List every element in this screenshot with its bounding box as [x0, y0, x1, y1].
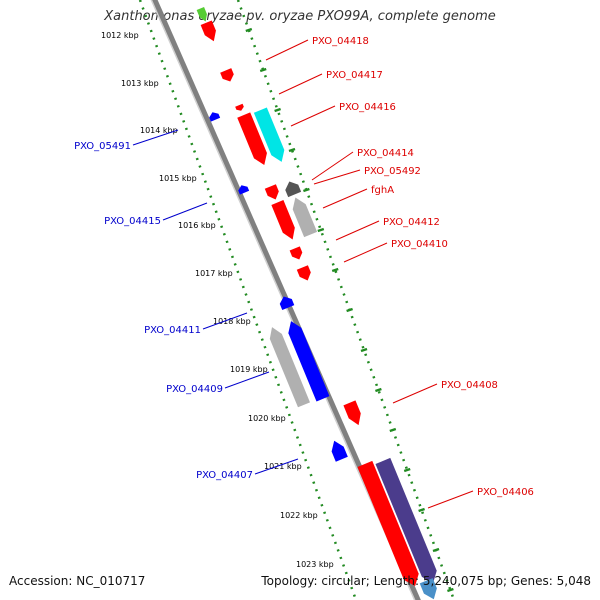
- major-tick: [375, 387, 382, 393]
- gene-label-reverse: PXO_04415: [104, 216, 161, 227]
- gene-arrow: [343, 400, 361, 426]
- kbp-label: 1013 kbp: [121, 79, 159, 88]
- gene-label-reverse: PXO_04409: [166, 384, 223, 395]
- gene-label-forward: PXO_04414: [357, 148, 414, 159]
- kbp-label: 1017 kbp: [195, 269, 233, 278]
- leader-line: [162, 202, 208, 221]
- major-tick: [447, 587, 454, 593]
- gene-arrow: [235, 103, 244, 111]
- gene-arrow: [296, 265, 311, 281]
- accession-text: Accession: NC_010717: [9, 574, 146, 588]
- major-tick: [245, 27, 253, 33]
- major-tick: [403, 467, 411, 473]
- gene-label-reverse: PXO_04411: [144, 325, 201, 336]
- label-layer: PXO_04418 PXO_04417 PXO_04416 PXO_04414 PXO_…: [74, 36, 534, 509]
- leader-line: [224, 371, 270, 389]
- kbp-label: 1014 kbp: [140, 126, 178, 135]
- gene-arrow: [279, 296, 295, 311]
- gene-label-forward: PXO_04417: [326, 70, 383, 81]
- gene-arrow: [196, 7, 207, 22]
- major-tick: [389, 427, 397, 433]
- gene-arrow: [269, 327, 311, 408]
- major-tick: [288, 147, 296, 153]
- kbp-label: 1020 kbp: [248, 414, 286, 423]
- leader-line: [343, 242, 388, 263]
- major-tick: [259, 67, 267, 73]
- leader-line: [427, 490, 474, 509]
- gene-label-forward: PXO_04408: [441, 380, 498, 391]
- tick-layer: [138, 0, 456, 600]
- major-tick: [432, 547, 440, 553]
- gene-arrow: [289, 246, 303, 260]
- gene-arrow: [209, 112, 221, 122]
- gene-arrow: [200, 20, 216, 42]
- kbp-label: 1023 kbp: [296, 560, 334, 569]
- major-tick: [303, 187, 310, 193]
- gene-arrow: [238, 185, 250, 195]
- kbp-label: 1018 kbp: [213, 317, 251, 326]
- gene-arrow: [271, 200, 295, 240]
- major-tick: [360, 347, 368, 353]
- gene-label-forward: PXO_04406: [477, 487, 534, 498]
- gene-arrow: [375, 457, 437, 584]
- kbp-label: 1016 kbp: [178, 221, 216, 230]
- gene-arrow: [285, 181, 302, 198]
- gene-label-forward: PXO_04416: [339, 102, 396, 113]
- leader-line: [265, 39, 309, 61]
- topology-text: Topology: circular; Length: 5,240,075 bp…: [261, 574, 591, 588]
- kbp-label: 1019 kbp: [230, 365, 268, 374]
- kbp-layer: 1012 kbp 1013 kbp 1014 kbp 1015 kbp 1016 kbp…: [101, 31, 334, 569]
- major-tick: [418, 507, 425, 513]
- gene-label-forward: PXO_05492: [364, 166, 421, 177]
- gene-label-reverse: PXO_05491: [74, 141, 131, 152]
- leader-line: [290, 105, 336, 127]
- leader-line: [132, 129, 179, 146]
- major-tick: [317, 227, 325, 233]
- leader-line: [202, 312, 248, 330]
- kbp-label: 1022 kbp: [280, 511, 318, 520]
- gene-arrow: [331, 440, 348, 462]
- gene-arrow: [288, 321, 330, 402]
- gene-label-forward: PXO_04412: [383, 217, 440, 228]
- gene-arrow: [220, 68, 234, 82]
- gene-arrow: [253, 107, 285, 162]
- gene-label-forward: PXO_04418: [312, 36, 369, 47]
- major-tick: [346, 307, 353, 313]
- inner-tick-track: [138, 0, 358, 600]
- major-tick: [331, 267, 339, 273]
- gene-arrow: [292, 197, 318, 238]
- gene-arrow: [237, 112, 267, 165]
- leader-line: [392, 383, 438, 404]
- gene-arrow: [357, 460, 419, 587]
- leader-line: [254, 458, 299, 475]
- leader-line: [278, 73, 323, 95]
- leader-line: [335, 220, 380, 241]
- kbp-label: 1015 kbp: [159, 174, 197, 183]
- leader-line: [322, 188, 368, 209]
- gene-label-reverse: PXO_04407: [196, 470, 253, 481]
- kbp-label: 1021 kbp: [264, 462, 302, 471]
- gene-layer: [196, 7, 437, 600]
- gene-label-forward: PXO_04410: [391, 239, 448, 250]
- gene-label-forward: fghA: [371, 185, 394, 196]
- gene-arrow: [264, 184, 279, 200]
- major-tick: [274, 107, 281, 113]
- leader-line: [311, 151, 354, 181]
- kbp-label: 1012 kbp: [101, 31, 139, 40]
- gene-arrow: [419, 578, 437, 600]
- leader-line: [313, 169, 361, 185]
